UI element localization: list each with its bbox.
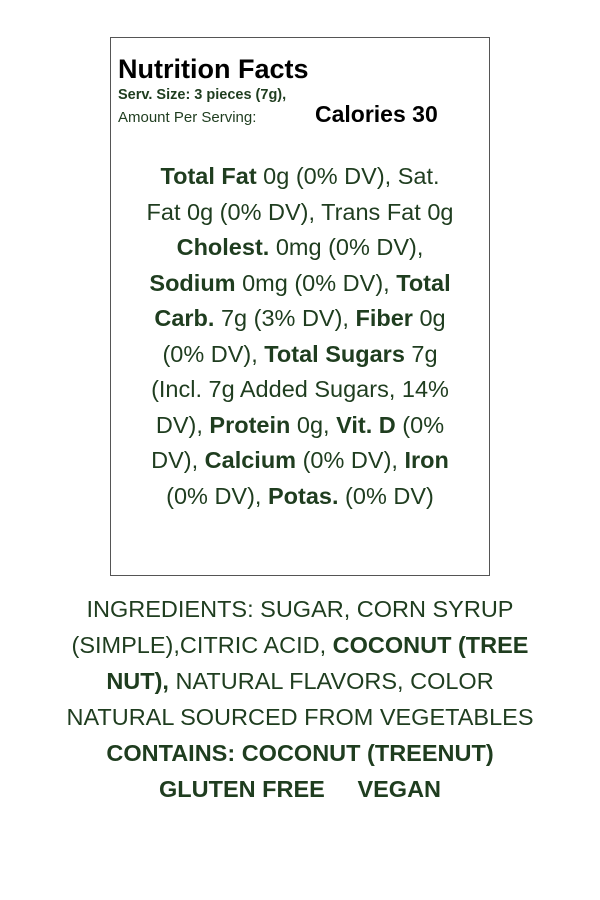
- nutrient-bold-text: Cholest.: [176, 234, 270, 260]
- nutrition-facts-panel: Nutrition Facts Serv. Size: 3 pieces (7g…: [110, 37, 490, 576]
- nutrient-text: (0% DV),: [166, 482, 268, 509]
- nutrient-bold-text: Iron: [404, 447, 449, 473]
- ingredients-line: CONTAINS: COCONUT (TREENUT): [0, 735, 600, 771]
- nutrient-bold-text: Calcium: [204, 447, 297, 473]
- nutrient-bold-text: Protein: [209, 411, 291, 438]
- nutrient-line: Cholest. 0mg (0% DV),: [111, 230, 489, 266]
- calories: Calories 30: [315, 101, 438, 127]
- ingredients-bold-text: NUT),: [106, 668, 169, 694]
- nutrient-bold-text: Potas.: [268, 482, 339, 509]
- nutrient-bold-text: Total Sugars: [264, 340, 405, 367]
- nutrient-text: 7g (3% DV),: [214, 305, 356, 331]
- nutrient-bold-text: Carb.: [154, 305, 215, 331]
- nutrient-line: (Incl. 7g Added Sugars, 14%: [111, 372, 489, 408]
- ingredients-line: (SIMPLE),CITRIC ACID, COCONUT (TREE: [0, 627, 600, 663]
- ingredients-bold-text: GLUTEN FREE VEGAN: [158, 776, 442, 802]
- nutrient-text: (0% DV),: [296, 447, 405, 473]
- ingredients-text: (SIMPLE),CITRIC ACID,: [71, 632, 333, 658]
- nutrient-text: (0% DV): [338, 482, 434, 509]
- nutrient-line: Carb. 7g (3% DV), Fiber 0g: [111, 301, 489, 337]
- nutrient-bold-text: Total Fat: [160, 163, 257, 189]
- nutrient-line: Sodium 0mg (0% DV), Total: [111, 266, 489, 302]
- nutrient-text: 0g: [412, 305, 446, 331]
- nutrient-bold-text: Sodium: [149, 269, 236, 296]
- serving-size: Serv. Size: 3 pieces (7g),: [118, 87, 287, 103]
- amount-per-serving: Amount Per Serving:: [118, 109, 257, 126]
- nutrient-text: 0g (0% DV), Sat.: [256, 163, 440, 189]
- nutrient-text: (0% DV),: [162, 340, 265, 367]
- nutrient-text: 0g,: [290, 411, 337, 438]
- nutrient-bold-text: Fiber: [355, 305, 413, 331]
- nutrient-text: DV),: [151, 447, 205, 473]
- ingredients-text: NATURAL SOURCED FROM VEGETABLES: [66, 704, 534, 730]
- ingredients-statement: INGREDIENTS: SUGAR, CORN SYRUP (SIMPLE),C…: [0, 591, 600, 807]
- ingredients-bold-text: COCONUT (TREE: [332, 632, 529, 658]
- nutrient-line: DV), Calcium (0% DV), Iron: [111, 443, 489, 479]
- ingredients-line: INGREDIENTS: SUGAR, CORN SYRUP: [0, 591, 600, 627]
- nutrient-text: DV),: [155, 411, 210, 438]
- nutrition-facts-title: Nutrition Facts: [118, 54, 309, 84]
- nutrient-text: 7g: [404, 340, 438, 367]
- nutrient-text: 0mg (0% DV),: [269, 234, 424, 260]
- nutrient-line: DV), Protein 0g, Vit. D (0%: [111, 408, 489, 444]
- nutrient-text: (0%: [395, 411, 445, 438]
- ingredients-line: NATURAL SOURCED FROM VEGETABLES: [0, 699, 600, 735]
- ingredients-bold-text: CONTAINS: COCONUT (TREENUT): [106, 740, 494, 766]
- ingredients-text: NATURAL FLAVORS, COLOR: [168, 668, 494, 694]
- nutrient-facts-text: Total Fat 0g (0% DV), Sat. Fat 0g (0% DV)…: [111, 159, 489, 514]
- nutrient-line: Fat 0g (0% DV), Trans Fat 0g: [111, 195, 489, 231]
- ingredients-text: INGREDIENTS: SUGAR, CORN SYRUP: [86, 596, 514, 622]
- nutrient-line: Total Fat 0g (0% DV), Sat.: [111, 159, 489, 195]
- nutrient-line: (0% DV), Total Sugars 7g: [111, 337, 489, 373]
- nutrient-text: Fat 0g (0% DV), Trans Fat 0g: [146, 198, 454, 225]
- nutrient-bold-text: Total: [396, 269, 451, 296]
- ingredients-line: GLUTEN FREE VEGAN: [0, 771, 600, 807]
- nutrient-line: (0% DV), Potas. (0% DV): [111, 479, 489, 515]
- ingredients-line: NUT), NATURAL FLAVORS, COLOR: [0, 663, 600, 699]
- nutrient-bold-text: Vit. D: [336, 411, 396, 438]
- nutrient-text: (Incl. 7g Added Sugars, 14%: [151, 376, 449, 402]
- nutrient-text: 0mg (0% DV),: [235, 269, 397, 296]
